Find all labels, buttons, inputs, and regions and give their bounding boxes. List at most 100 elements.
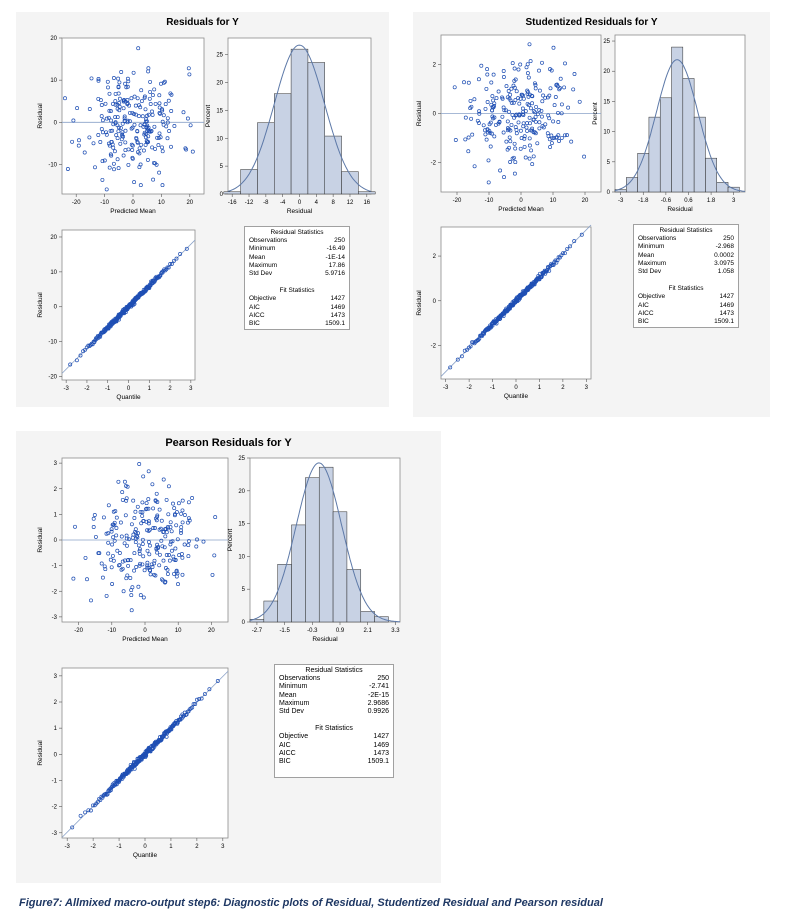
qq-point (471, 340, 476, 345)
data-point (104, 531, 109, 536)
data-point (111, 161, 116, 166)
data-point (150, 109, 154, 114)
data-point (119, 567, 124, 572)
stats-label: Observations (638, 235, 677, 242)
data-point (553, 95, 558, 99)
data-point (124, 498, 129, 503)
y-tick-label: 15 (238, 522, 245, 528)
data-point (123, 140, 128, 145)
data-point (554, 135, 559, 140)
data-point (116, 76, 121, 81)
stats-value: 1473 (373, 750, 389, 758)
data-point (182, 542, 187, 547)
data-point (485, 72, 490, 77)
data-point (83, 555, 88, 560)
x-tick-label: -2.7 (252, 628, 263, 634)
data-point (125, 76, 130, 81)
x-tick-label: 20 (208, 628, 215, 634)
data-point (513, 160, 518, 165)
data-point (103, 567, 108, 572)
data-point (114, 515, 119, 520)
data-point (115, 157, 120, 162)
stats-row: AIC 1469 (245, 304, 349, 312)
data-point (133, 509, 138, 514)
x-tick-label: 0 (143, 628, 147, 634)
data-point (543, 95, 548, 100)
data-point (531, 117, 536, 122)
qq-point (562, 251, 567, 256)
data-point (165, 136, 170, 141)
normal-density-curve (614, 59, 746, 192)
qq-point (131, 302, 136, 307)
fit-statistics-title: Fit Statistics (279, 287, 315, 295)
stats-label: AIC (249, 303, 260, 311)
y-tick-label: 10 (238, 554, 245, 560)
stats-label: AICC (638, 310, 654, 318)
data-point (528, 106, 533, 111)
data-point (522, 136, 527, 141)
stats-value: -2E-15 (367, 691, 389, 699)
data-point (147, 568, 152, 572)
data-point (132, 568, 137, 573)
data-point (533, 131, 538, 136)
data-point (483, 106, 488, 111)
data-point (557, 139, 561, 143)
data-point (125, 484, 130, 489)
x-tick-label: 0 (131, 200, 135, 206)
data-point (104, 116, 109, 121)
y-axis-label: Percent (592, 102, 599, 125)
data-point (485, 67, 490, 72)
y-tick-label: -2 (431, 343, 437, 349)
data-point (486, 158, 491, 163)
qq-point (132, 766, 137, 771)
x-tick-label: 10 (158, 200, 165, 206)
data-point (483, 132, 488, 137)
data-point (127, 119, 132, 124)
qq-point (100, 795, 105, 800)
data-point (77, 138, 81, 143)
data-point (504, 84, 509, 89)
y-tick-label: -3 (52, 615, 58, 621)
data-point (157, 170, 162, 175)
data-point (111, 122, 116, 127)
data-point (505, 128, 510, 133)
data-point (157, 563, 162, 568)
data-point (161, 477, 166, 482)
data-point (135, 504, 140, 509)
data-point (519, 136, 524, 141)
data-point (106, 540, 111, 545)
data-point (539, 114, 544, 119)
stats-value: 1427 (719, 293, 734, 301)
data-point (516, 120, 521, 125)
stats-label: Observations (249, 237, 288, 244)
data-point (500, 96, 505, 101)
y-axis-label: Residual (37, 292, 44, 318)
data-point (129, 126, 134, 131)
x-tick-label: 3 (585, 385, 589, 391)
data-point (488, 120, 493, 125)
data-point (144, 117, 148, 122)
data-point (63, 96, 67, 101)
data-point (514, 89, 519, 94)
x-tick-label: -10 (100, 200, 109, 206)
data-point (556, 120, 561, 124)
data-point (120, 490, 125, 495)
y-tick-label: -2 (431, 161, 437, 167)
data-point (143, 107, 148, 112)
stats-label: Minimum (249, 245, 276, 253)
data-point (172, 506, 177, 511)
data-point (114, 133, 119, 138)
data-point (529, 148, 534, 153)
data-point (131, 498, 136, 503)
histogram-bar (318, 466, 334, 623)
data-point (547, 137, 552, 142)
data-point (531, 109, 536, 114)
data-point (130, 110, 135, 115)
data-point (117, 101, 122, 105)
data-point (145, 563, 150, 568)
data-point (141, 595, 146, 600)
data-point (138, 561, 143, 566)
data-point (99, 114, 104, 119)
qq-point (553, 258, 558, 263)
data-point (126, 162, 131, 167)
